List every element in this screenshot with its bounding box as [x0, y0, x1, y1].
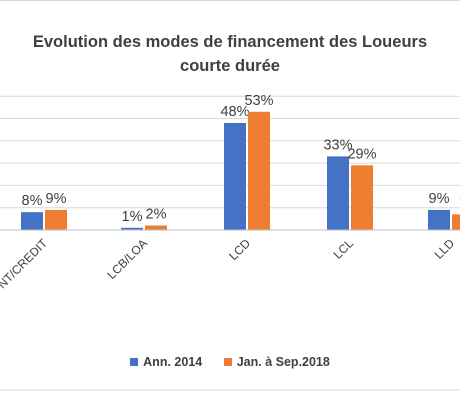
- bar-1-lcb-loa: [121, 227, 143, 230]
- bar-1-lld: [428, 209, 450, 230]
- bar-1-lcl: [327, 156, 349, 230]
- bar-2-lcb-loa: [145, 225, 167, 230]
- x-tick-label: LCB/LOA: [104, 236, 150, 282]
- data-label: 33%: [323, 137, 352, 153]
- series-1: 8% 1% 48% 33% 9%: [21, 104, 450, 230]
- chart-title-line-2: courte durée: [180, 57, 280, 75]
- legend-item-series-1: Ann. 2014: [130, 355, 202, 369]
- bar-2-achat-comptant-credit: [45, 209, 67, 230]
- x-tick-label: LCL: [331, 236, 357, 262]
- legend-swatch-series-1: [130, 358, 139, 366]
- data-label: 2%: [146, 207, 167, 223]
- chart-title-line-1: Evolution des modes de financement des L…: [32, 33, 428, 51]
- data-label: 9%: [46, 191, 67, 207]
- x-tick-label: LLD: [432, 236, 458, 262]
- data-label: 7: [459, 195, 460, 211]
- data-label: 1%: [122, 209, 143, 225]
- bar-2-lld: [452, 214, 460, 230]
- chart-legend: Ann. 2014 Jan. à Sep.2018: [0, 355, 460, 369]
- legend-item-series-2: Jan. à Sep.2018: [223, 355, 330, 369]
- data-label: 9%: [429, 191, 450, 207]
- bar-1-lcd: [224, 122, 246, 230]
- legend-swatch-series-2: [223, 358, 232, 366]
- data-label: 48%: [220, 104, 249, 120]
- series-2: 9% 2% 53% 29% 7: [45, 93, 460, 230]
- data-label: 8%: [22, 193, 43, 209]
- bar-1-achat-comptant-credit: [21, 212, 43, 230]
- data-label: 53%: [244, 93, 273, 109]
- bar-2-lcl: [351, 165, 373, 230]
- bar-2-lcd: [248, 111, 270, 230]
- data-label: 29%: [347, 146, 376, 162]
- legend-label-series-1: Ann. 2014: [143, 355, 203, 369]
- x-axis-tick-labels: NT/CREDIT LCB/LOA LCD LCL LLD: [0, 236, 457, 292]
- x-tick-label: LCD: [226, 236, 253, 263]
- x-tick-label: NT/CREDIT: [0, 236, 51, 292]
- legend-label-series-2: Jan. à Sep.2018: [236, 355, 330, 369]
- chart-title: Evolution des modes de financement des L…: [0, 30, 460, 78]
